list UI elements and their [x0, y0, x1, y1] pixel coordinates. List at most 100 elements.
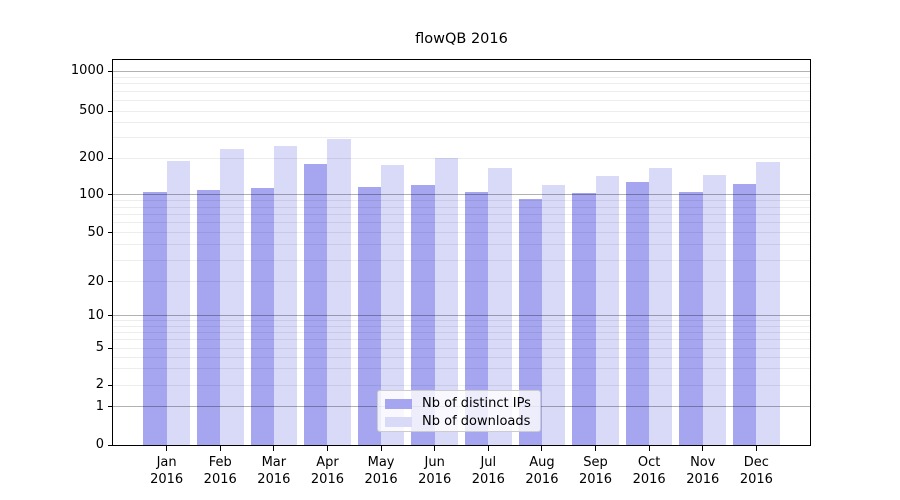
bar-downloads	[595, 176, 619, 445]
y-axis-tick	[108, 315, 113, 317]
bar-downloads	[541, 184, 566, 445]
month-name: Oct	[637, 455, 661, 470]
month-year: 2016	[525, 472, 559, 487]
x-axis-tick	[434, 446, 436, 451]
month-name: Mar	[261, 455, 287, 470]
bar-downloads	[273, 145, 298, 445]
y-axis-tick	[108, 281, 113, 283]
y-axis-tick	[108, 406, 113, 408]
y-axis-tick-label: 500	[79, 103, 104, 118]
bar-downloads	[488, 168, 512, 445]
month-year: 2016	[364, 472, 398, 487]
x-axis-month-label: May 2016	[349, 454, 413, 488]
bar-downloads	[649, 167, 673, 445]
bar-distinct-ips	[357, 186, 382, 445]
y-axis-tick-label: 10	[87, 307, 104, 323]
x-axis-tick	[273, 446, 275, 451]
bar-downloads	[166, 161, 190, 445]
x-axis-month-label: Jun 2016	[403, 454, 467, 488]
bar-distinct-ips	[518, 198, 542, 445]
bar-downloads	[756, 161, 780, 445]
bar-downloads	[434, 158, 458, 445]
month-year: 2016	[418, 472, 452, 487]
plot-area: Nb of distinct IPs Nb of downloads	[112, 59, 811, 446]
x-axis-tick	[755, 446, 757, 451]
month-name: Jan	[156, 455, 177, 470]
x-axis-month-label: Jan 2016	[135, 454, 199, 488]
bar-distinct-ips	[465, 192, 489, 445]
bars-layer	[113, 60, 810, 445]
month-name: Aug	[529, 455, 555, 470]
month-year: 2016	[150, 472, 184, 487]
legend-swatch-downloads	[385, 416, 412, 427]
y-axis-tick	[108, 194, 113, 196]
y-axis-tick-label: 1000	[70, 63, 104, 78]
x-axis-tick	[166, 446, 168, 451]
bar-downloads	[381, 164, 405, 445]
bar-distinct-ips	[196, 190, 221, 445]
x-axis-month-label: Apr 2016	[295, 454, 359, 488]
legend-label-distinct-ips: Nb of distinct IPs	[422, 396, 531, 411]
month-name: May	[367, 455, 395, 470]
x-axis-month-label: Dec 2016	[724, 454, 788, 488]
month-name: Apr	[316, 455, 339, 470]
month-year: 2016	[578, 472, 613, 487]
x-axis-month-label: Jul 2016	[456, 454, 520, 488]
x-axis-tick	[380, 446, 382, 451]
x-axis-month-label: Feb 2016	[188, 454, 252, 488]
legend: Nb of distinct IPs Nb of downloads	[377, 390, 541, 432]
legend-label-downloads: Nb of downloads	[422, 414, 531, 429]
y-axis-tick-label: 200	[79, 150, 104, 166]
x-axis-month-label: Aug 2016	[510, 454, 574, 488]
y-axis-tick-label: 100	[79, 186, 104, 202]
x-axis-tick	[702, 446, 704, 451]
bar-distinct-ips	[304, 163, 328, 445]
x-axis-tick	[487, 446, 489, 451]
bar-distinct-ips	[679, 192, 703, 445]
month-year: 2016	[471, 472, 505, 487]
bar-distinct-ips	[572, 192, 596, 445]
month-year: 2016	[739, 472, 773, 487]
bar-downloads	[702, 174, 727, 445]
chart-title: flowQB 2016	[415, 31, 508, 47]
y-axis-tick	[108, 157, 113, 159]
y-axis-tick	[108, 232, 113, 234]
month-year: 2016	[686, 472, 720, 487]
month-name: Dec	[743, 455, 769, 470]
bar-distinct-ips	[733, 184, 757, 445]
bar-distinct-ips	[143, 191, 167, 445]
legend-entry-downloads: Nb of downloads	[385, 413, 540, 430]
x-axis-tick	[541, 446, 543, 451]
legend-swatch-distinct-ips	[385, 398, 412, 409]
bar-downloads	[220, 149, 244, 445]
x-axis-tick	[326, 446, 328, 451]
month-name: Jun	[424, 455, 445, 470]
y-axis-tick	[108, 70, 113, 72]
bar-distinct-ips	[411, 185, 435, 445]
bar-distinct-ips	[625, 182, 650, 445]
x-axis-month-label: Oct 2016	[617, 454, 681, 488]
y-axis-tick	[108, 384, 113, 386]
y-axis-tick-label: 0	[95, 437, 104, 452]
x-axis-tick	[219, 446, 221, 451]
month-year: 2016	[310, 472, 344, 487]
month-year: 2016	[257, 472, 291, 487]
y-axis-tick-label: 1	[95, 398, 104, 414]
legend-entry-distinct-ips: Nb of distinct IPs	[385, 395, 540, 412]
x-axis-tick	[648, 446, 650, 451]
y-axis-tick-label: 50	[87, 224, 104, 240]
month-year: 2016	[203, 472, 237, 487]
x-axis-tick	[595, 446, 597, 451]
y-axis-tick	[108, 110, 113, 112]
x-axis-month-label: Mar 2016	[242, 454, 306, 488]
month-name: Sep	[583, 455, 608, 470]
y-axis-tick-label: 5	[95, 340, 104, 356]
bar-downloads	[327, 139, 351, 445]
bar-distinct-ips	[250, 187, 274, 445]
y-axis-tick	[108, 347, 113, 349]
month-name: Feb	[208, 455, 232, 470]
y-axis-tick-label: 20	[87, 273, 104, 289]
y-axis-tick-label: 2	[95, 377, 104, 393]
month-name: Jul	[480, 455, 497, 470]
